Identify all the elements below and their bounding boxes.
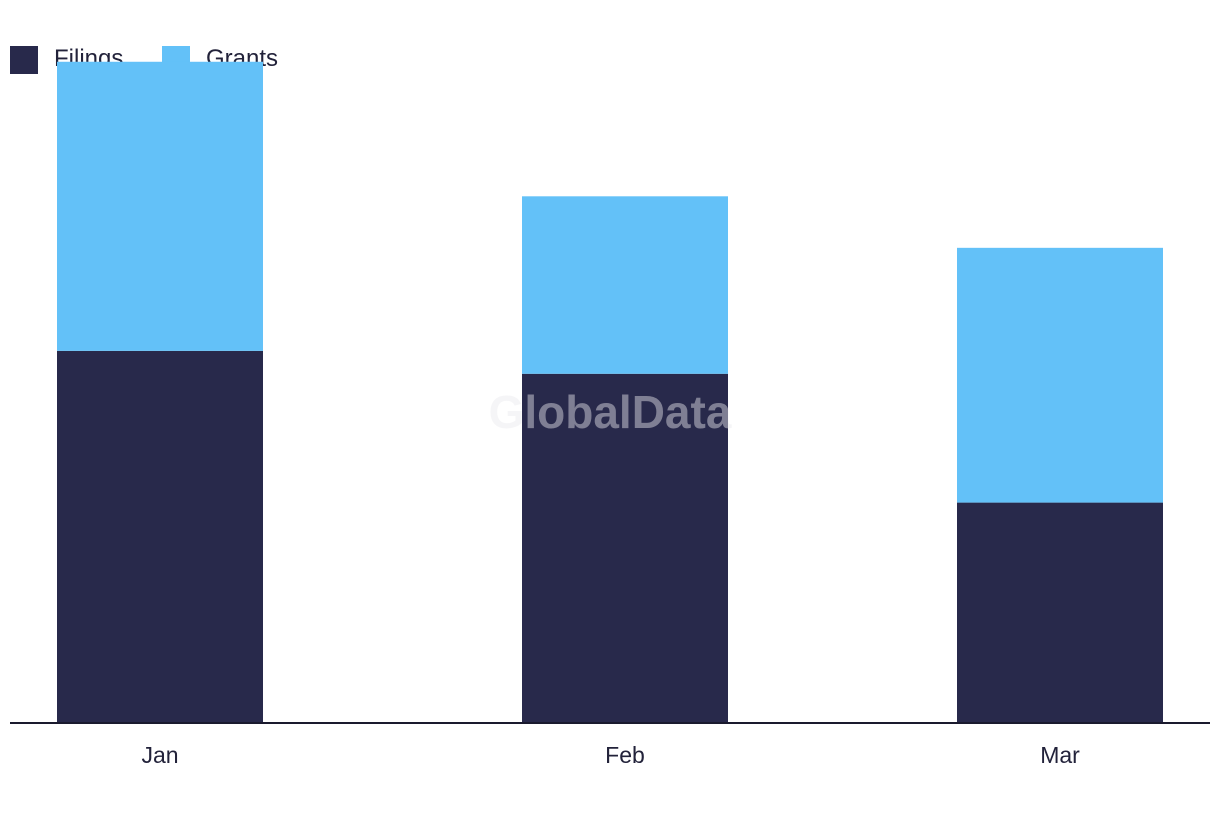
bar-grants-feb — [522, 196, 728, 374]
bar-filings-feb — [522, 373, 728, 723]
x-axis-ticks: Jan Feb Mar — [141, 742, 1080, 768]
bar-grants-mar — [957, 247, 1163, 503]
legend-swatch-filings — [10, 46, 38, 74]
bar-grants-jan — [57, 61, 263, 351]
x-tick-label-feb: Feb — [605, 742, 645, 768]
bars-group — [57, 61, 1163, 723]
bar-filings-jan — [57, 350, 263, 723]
x-tick-label-mar: Mar — [1040, 742, 1080, 768]
x-tick-label-jan: Jan — [141, 742, 178, 768]
bar-filings-mar — [957, 502, 1163, 723]
watermark-text: GlobalData — [489, 386, 732, 438]
